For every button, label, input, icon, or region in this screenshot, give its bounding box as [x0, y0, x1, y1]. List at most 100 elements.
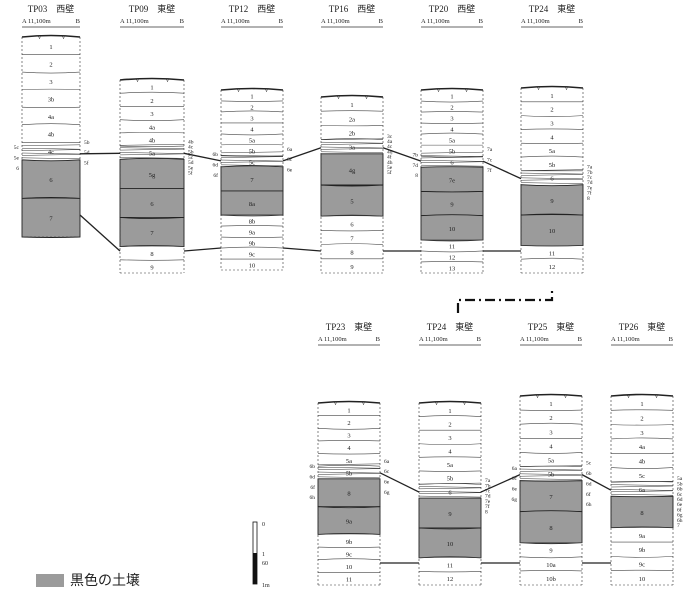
datum-mark: v — [265, 88, 268, 94]
layer-label: 10 — [449, 226, 456, 233]
section-scale-label: A 11,100m — [120, 18, 149, 25]
datum-mark: v — [655, 394, 658, 400]
side-layer-label: 7 — [677, 523, 680, 529]
dark-soil-layer — [320, 184, 384, 217]
layer-label: 6 — [448, 489, 452, 496]
layer-label: 4b — [639, 458, 646, 465]
section-scale-label: A 11,100m — [421, 18, 450, 25]
side-layer-label: 6d — [586, 481, 592, 487]
side-layer-label: 7c — [587, 175, 593, 181]
layer-label: 4a — [149, 124, 155, 131]
layer-label: 4a — [639, 444, 645, 451]
layer-label: 5b — [249, 148, 256, 155]
layer-label: 8 — [350, 250, 353, 257]
thin-layer-line — [420, 161, 484, 164]
layer-label: 2 — [49, 61, 52, 68]
side-layer-label: 3c — [387, 134, 393, 140]
section-title: TP20 西壁 — [429, 3, 476, 14]
section-scale-label: A 11,100m — [520, 336, 549, 343]
datum-mark: v — [362, 401, 365, 407]
layer-label: 9c — [249, 252, 255, 259]
side-layer-label: 6f — [586, 491, 591, 498]
layer-label: 9a — [249, 230, 255, 237]
section-tp24a: TP24 東壁A 11,100m Bv v12345a5b691011127a7b7… — [520, 3, 593, 274]
layer-label: 10b — [546, 576, 556, 583]
layer-label: 7 — [150, 230, 154, 237]
layer-boundary — [220, 225, 284, 227]
side-layer-label: 7b — [485, 483, 491, 489]
correlation-line-lower — [79, 214, 121, 252]
layer-label: 10 — [549, 228, 556, 235]
layer-label: 6 — [550, 176, 554, 183]
layer-boundary — [317, 464, 381, 467]
side-layer-label: 4a — [387, 139, 393, 145]
side-layer-label: 6b — [677, 487, 683, 493]
layer-boundary — [520, 115, 584, 117]
side-layer-label: 8 — [415, 173, 418, 179]
layer-label: 4g — [349, 167, 356, 174]
ground-surface — [418, 400, 482, 404]
thin-layer-line — [119, 144, 185, 146]
layer-label: 1 — [49, 44, 52, 51]
layer-boundary — [519, 452, 583, 454]
ground-surface — [119, 77, 185, 81]
layer-label: 3 — [49, 79, 52, 86]
layer-boundary — [317, 427, 381, 430]
layer-boundary — [119, 145, 185, 147]
dark-soil-layer — [119, 217, 185, 248]
section-scale-end: B — [376, 336, 381, 343]
thin-layer-line — [21, 144, 81, 147]
layer-label: 10a — [546, 562, 556, 569]
thin-layer-line — [519, 474, 583, 477]
side-layer-label: 8 — [485, 509, 488, 515]
section-scale-end: B — [477, 336, 482, 343]
layer-boundary — [317, 533, 381, 535]
side-layer-label: 6c — [512, 476, 518, 482]
layer-boundary — [317, 453, 381, 455]
thin-layer-line — [21, 147, 81, 150]
section-title: TP16 西壁 — [329, 3, 376, 14]
thin-layer-line — [21, 152, 81, 155]
section-tp16: TP16 西壁A 11,100m Bv v12a2b3a4g567893c4a4c4… — [320, 3, 393, 274]
layer-label: 3 — [448, 435, 451, 442]
side-layer-label: 7f — [485, 503, 490, 510]
side-layer-label: 6h — [586, 502, 592, 508]
layer-label: 2 — [448, 421, 451, 428]
layer-label: 2 — [347, 420, 350, 427]
section-scale-end: B — [279, 18, 284, 25]
section-scale-end: B — [479, 18, 484, 25]
datum-mark: v — [564, 394, 567, 400]
layer-boundary — [610, 481, 674, 483]
layer-label: 5a — [249, 137, 255, 144]
layer-boundary — [520, 142, 584, 145]
thin-layer-line — [519, 478, 583, 480]
layer-label: 4a — [48, 114, 54, 121]
ground-surface — [317, 400, 381, 404]
thin-layer-line — [418, 482, 482, 485]
layer-label: 4 — [250, 126, 254, 133]
layer-label: 2b — [349, 130, 356, 137]
side-layer-label: 6c — [287, 157, 293, 163]
section-title: TP03 西壁 — [28, 3, 75, 14]
layer-label: 3 — [250, 115, 253, 122]
layer-label: 13 — [449, 265, 456, 272]
side-layer-label: 6h — [677, 518, 683, 524]
thin-layer-line — [119, 148, 185, 151]
side-layer-label: 4c — [387, 144, 393, 150]
layer-label: 3 — [150, 111, 153, 118]
datum-mark: v — [463, 401, 466, 407]
ground-surface — [21, 34, 81, 38]
side-layer-label: 5b — [188, 150, 194, 156]
thin-layer-line — [610, 489, 674, 491]
thin-layer-line — [320, 146, 384, 149]
layer-boundary — [418, 456, 482, 458]
layer-label: 5a — [449, 138, 455, 145]
layer-label: 5b — [549, 162, 556, 169]
layer-boundary — [220, 110, 284, 113]
thin-layer-line — [519, 470, 583, 472]
side-layer-label: 5f — [387, 169, 392, 176]
layer-label: 3b — [48, 96, 55, 103]
section-scale-label: A 11,100m — [611, 336, 640, 343]
layer-boundary — [220, 236, 284, 238]
side-layer-label: 6b — [310, 464, 316, 470]
